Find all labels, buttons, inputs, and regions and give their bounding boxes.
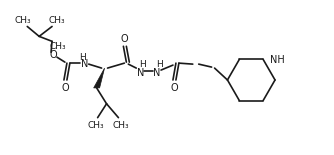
Text: O: O bbox=[49, 50, 57, 60]
Text: O: O bbox=[170, 83, 178, 93]
Polygon shape bbox=[94, 68, 105, 88]
Text: CH₃: CH₃ bbox=[112, 121, 129, 130]
Text: H: H bbox=[79, 53, 86, 62]
Text: O: O bbox=[121, 34, 128, 44]
Text: N: N bbox=[137, 68, 144, 78]
Text: CH₃: CH₃ bbox=[50, 42, 66, 51]
Text: H: H bbox=[156, 60, 162, 69]
Text: CH₃: CH₃ bbox=[87, 121, 104, 130]
Text: O: O bbox=[61, 83, 69, 93]
Text: CH₃: CH₃ bbox=[15, 16, 32, 25]
Text: CH₃: CH₃ bbox=[49, 16, 65, 25]
Text: N: N bbox=[81, 59, 89, 69]
Text: H: H bbox=[139, 60, 146, 69]
Text: N: N bbox=[153, 68, 161, 78]
Text: NH: NH bbox=[270, 55, 285, 65]
